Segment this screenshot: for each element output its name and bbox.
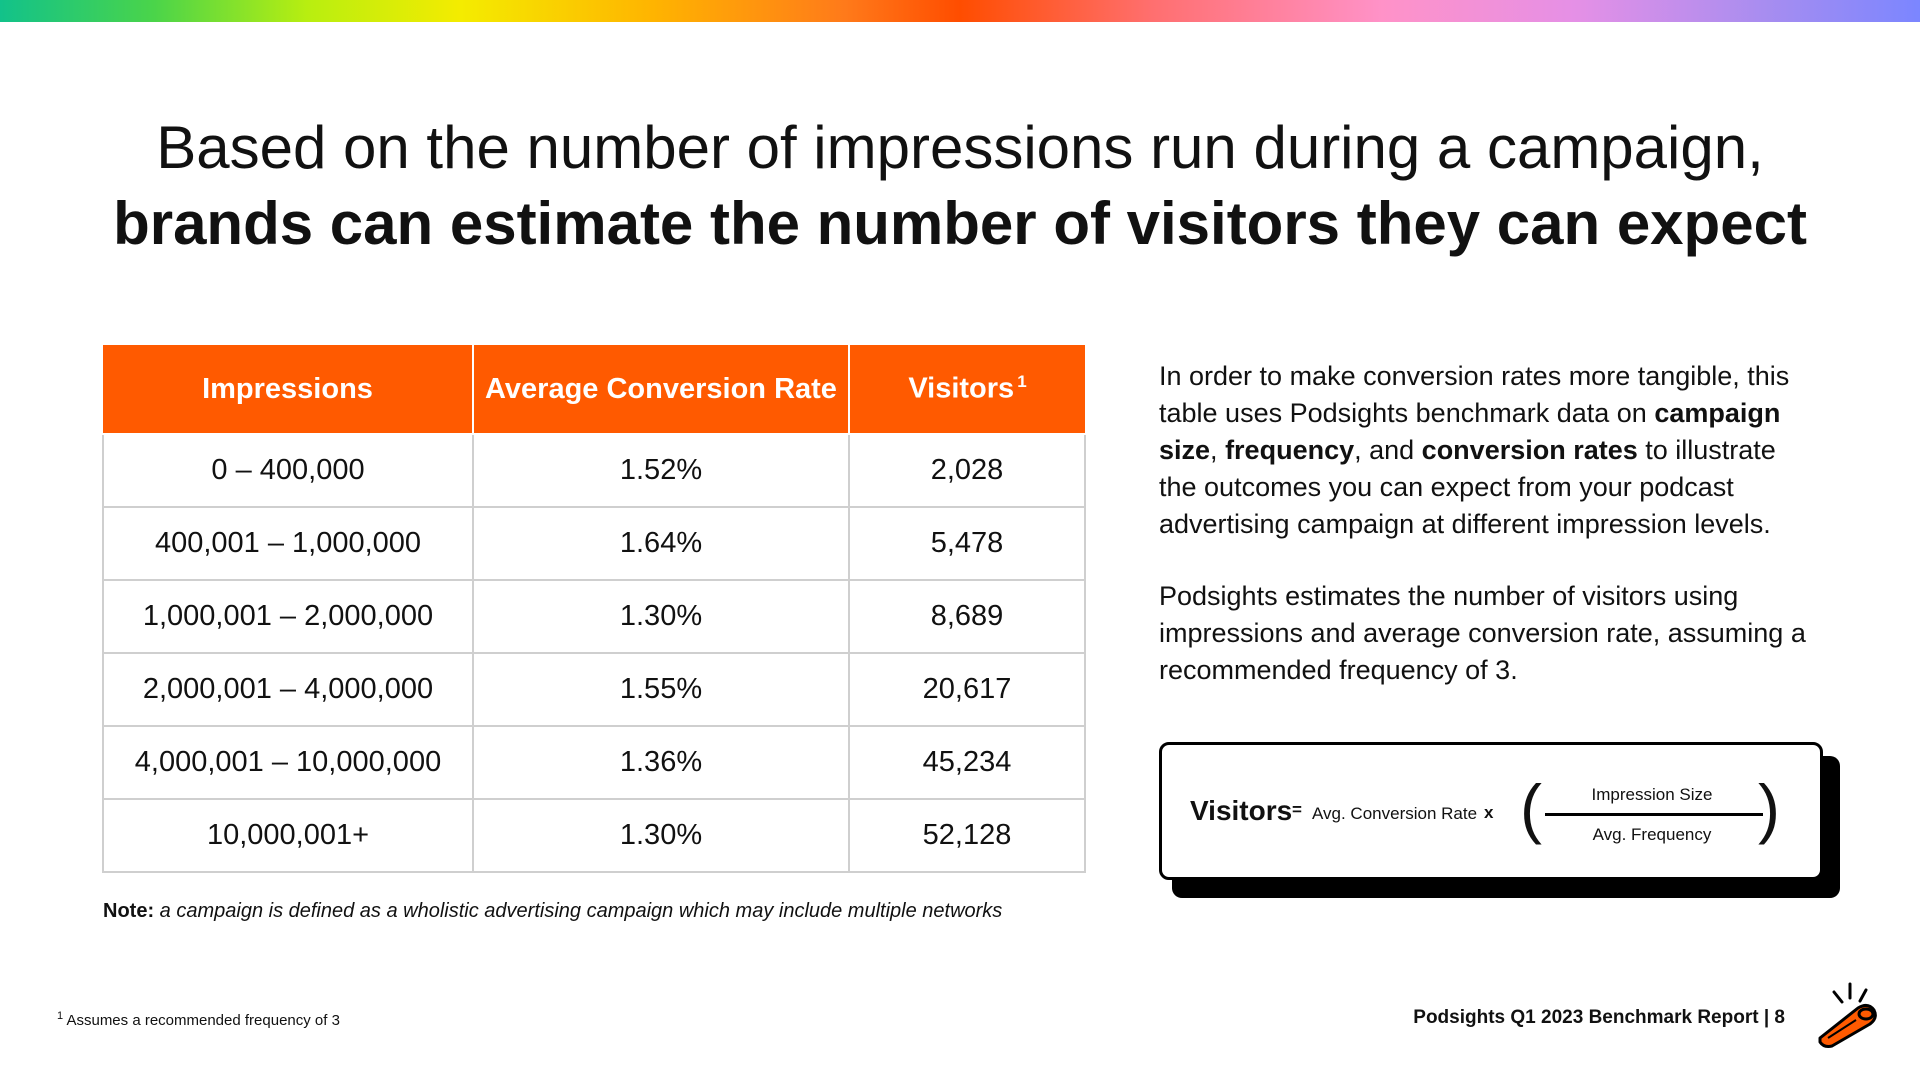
table-row: 1,000,001 – 2,000,000 1.30% 8,689 [102, 579, 1086, 654]
table-note: Note: a campaign is defined as a wholist… [103, 900, 1002, 923]
desc-bold-conversion-rates: conversion rates [1421, 435, 1638, 465]
desc-text: to illustrate the outcomes you can expec… [1159, 435, 1776, 539]
table-row: 4,000,001 – 10,000,000 1.36% 45,234 [102, 725, 1086, 800]
formula-paren-left: ( [1520, 771, 1542, 845]
footnote-marker: 1 [1017, 372, 1027, 392]
formula-numerator: Impression Size [1591, 785, 1713, 804]
desc-text: , and [1354, 435, 1422, 465]
rainbow-top-bar [0, 0, 1920, 22]
formula-denominator: Avg. Frequency [1592, 825, 1712, 844]
header-visitors-label: Visitors [908, 372, 1015, 405]
table-row: 2,000,001 – 4,000,000 1.55% 20,617 [102, 652, 1086, 727]
header-visitors: Visitors 1 [848, 345, 1085, 435]
title-line-1: Based on the number of impressions run d… [156, 114, 1764, 181]
formula-fraction-bar [1545, 813, 1763, 816]
footnote: 1 Assumes a recommended frequency of 3 [57, 1010, 340, 1029]
formula-box: Visitors = Avg. Conversion Rate x ( Impr… [1159, 742, 1823, 880]
title-line-2: brands can estimate the number of visito… [113, 190, 1807, 257]
cell-impressions: 400,001 – 1,000,000 [102, 506, 474, 581]
formula-paren-right: ) [1758, 771, 1780, 845]
desc-text: , [1210, 435, 1226, 465]
description-text: In order to make conversion rates more t… [1159, 358, 1819, 724]
desc-text: In order to make conversion rates more t… [1159, 361, 1790, 428]
cell-conversion-rate: 1.64% [472, 506, 850, 581]
description-paragraph-1: In order to make conversion rates more t… [1159, 358, 1819, 543]
cell-impressions: 2,000,001 – 4,000,000 [102, 652, 474, 727]
table-row: 400,001 – 1,000,000 1.64% 5,478 [102, 506, 1086, 581]
benchmark-table-container: Impressions Average Conversion Rate Visi… [102, 345, 1086, 873]
formula-rate: Avg. Conversion Rate [1312, 804, 1478, 823]
cell-visitors: 2,028 [848, 433, 1086, 508]
cell-conversion-rate: 1.30% [472, 579, 850, 654]
cell-visitors: 45,234 [848, 725, 1086, 800]
cell-impressions: 1,000,001 – 2,000,000 [102, 579, 474, 654]
cell-impressions: 4,000,001 – 10,000,000 [102, 725, 474, 800]
table-header-row: Impressions Average Conversion Rate Visi… [103, 345, 1085, 435]
note-text: a campaign is defined as a wholistic adv… [159, 900, 1003, 922]
note-label: Note: [103, 900, 155, 922]
formula-times: x [1484, 803, 1494, 822]
podsights-logo-icon [1818, 982, 1877, 1048]
cell-visitors: 20,617 [848, 652, 1086, 727]
desc-bold-frequency: frequency [1225, 435, 1355, 465]
header-avg-conversion-rate: Average Conversion Rate [472, 345, 850, 435]
cell-impressions: 0 – 400,000 [102, 433, 474, 508]
cell-visitors: 52,128 [848, 798, 1086, 873]
footnote-number: 1 [57, 1010, 64, 1022]
desc-bold-campaign-size: campaign size [1159, 398, 1781, 465]
cell-conversion-rate: 1.55% [472, 652, 850, 727]
report-page-label: Podsights Q1 2023 Benchmark Report | 8 [1413, 1007, 1785, 1028]
cell-conversion-rate: 1.30% [472, 798, 850, 873]
formula-visitors: Visitors [1190, 795, 1293, 826]
cell-impressions: 10,000,001+ [102, 798, 474, 873]
table-row: 0 – 400,000 1.52% 2,028 [102, 433, 1086, 508]
benchmark-table: Impressions Average Conversion Rate Visi… [102, 345, 1086, 873]
formula-equals: = [1292, 800, 1302, 819]
header-impressions: Impressions [103, 345, 474, 435]
footnote-text: Assumes a recommended frequency of 3 [66, 1012, 340, 1029]
cell-conversion-rate: 1.52% [472, 433, 850, 508]
page-title: Based on the number of impressions run d… [0, 110, 1920, 262]
description-paragraph-2: Podsights estimates the number of visito… [1159, 581, 1806, 685]
cell-visitors: 5,478 [848, 506, 1086, 581]
table-row: 10,000,001+ 1.30% 52,128 [102, 798, 1086, 873]
cell-visitors: 8,689 [848, 579, 1086, 654]
cell-conversion-rate: 1.36% [472, 725, 850, 800]
